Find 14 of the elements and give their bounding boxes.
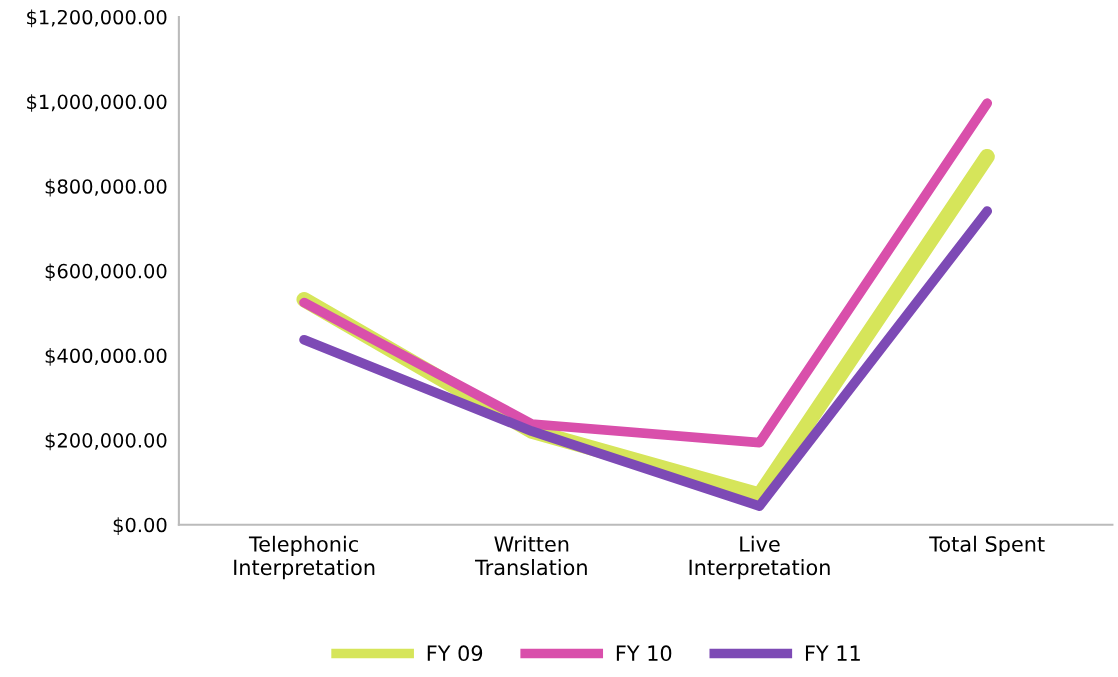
y-tick-label: $200,000.00: [45, 432, 167, 451]
x-tick-label: Written Translation: [474, 535, 587, 576]
x-tick-label: Live Interpretation: [689, 535, 830, 580]
y-tick-label: $600,000.00: [45, 263, 167, 282]
y-tick-label: $0.00: [113, 517, 167, 535]
legend-label: FY 09: [427, 645, 483, 662]
y-tick-label: $1,000,000.00: [27, 94, 167, 112]
legend-label: FY 11: [805, 645, 860, 661]
x-tick-label: Telephonic Interpretation: [234, 535, 375, 580]
x-tick-label: Total Spent: [929, 535, 1045, 556]
legend-label: FY 10: [616, 645, 672, 662]
y-tick-label: $800,000.00: [45, 178, 167, 197]
y-tick-label: $400,000.00: [45, 348, 167, 366]
y-tick-label: $1,200,000.00: [27, 9, 167, 28]
